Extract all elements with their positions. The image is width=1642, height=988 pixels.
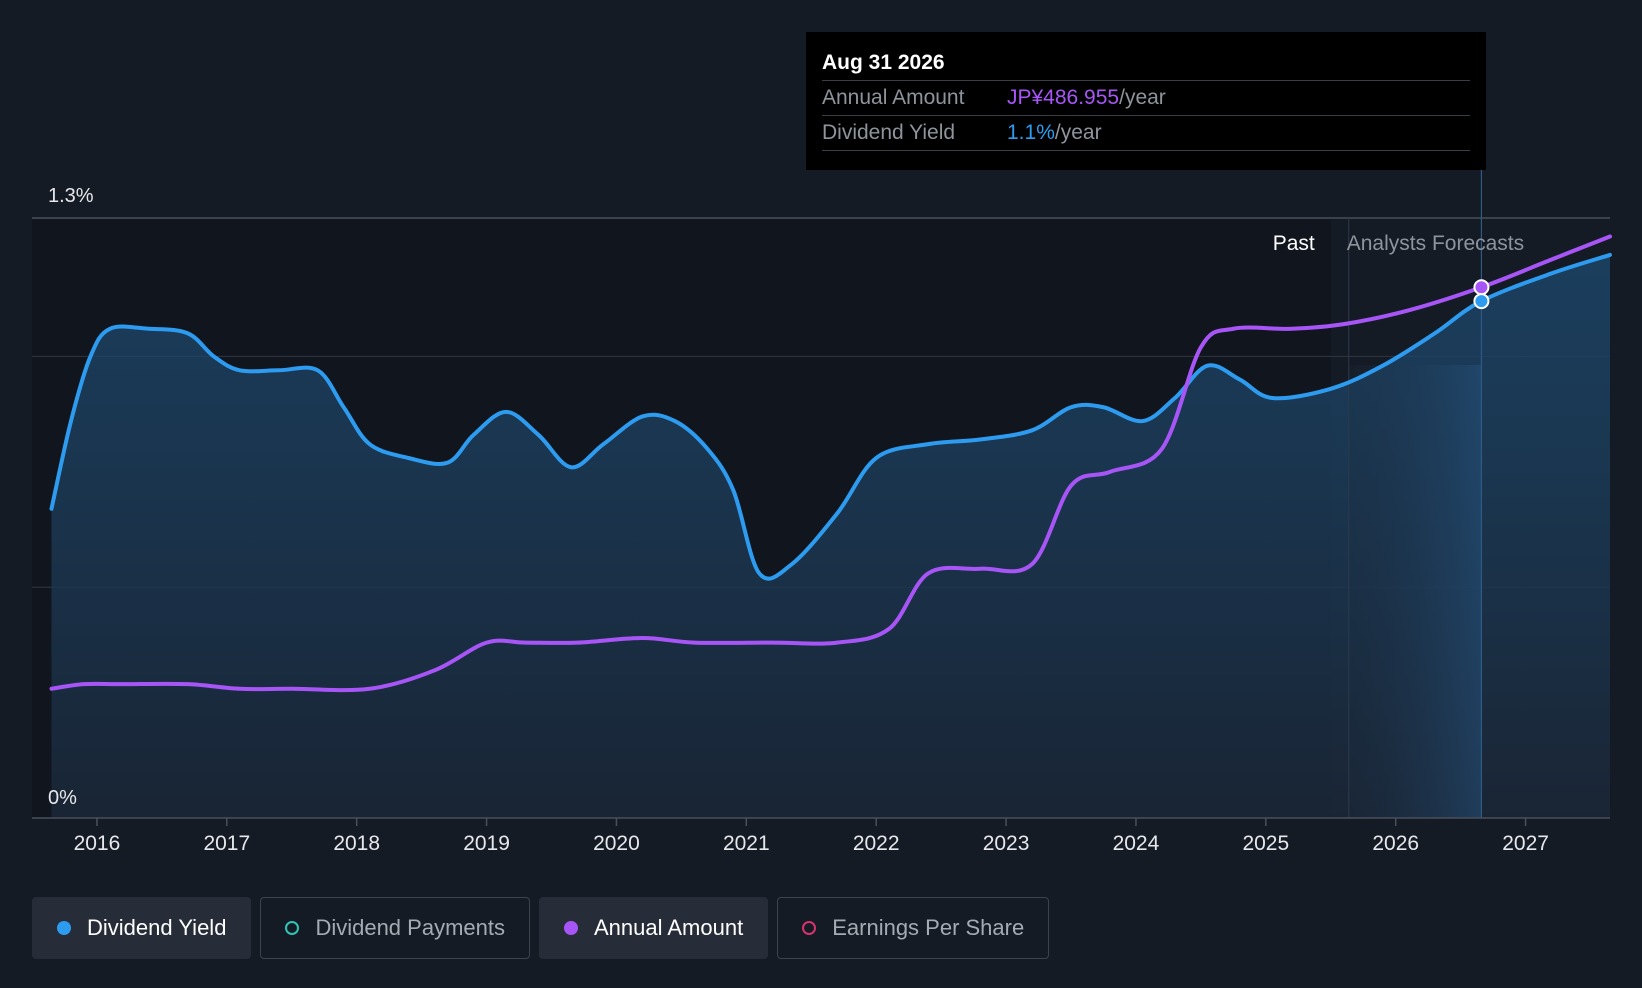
x-tick-label: 2016 xyxy=(74,832,121,855)
forecast-highlight-band xyxy=(1348,365,1482,818)
x-tick-label: 2024 xyxy=(1113,832,1160,855)
y-tick-label: 1.3% xyxy=(48,185,94,207)
legend-label: Dividend Yield xyxy=(87,915,227,940)
legend-dot-icon xyxy=(802,921,817,935)
tooltip-row-dividend-yield: Dividend Yield 1.1% /year xyxy=(822,115,1470,151)
tooltip-label: Dividend Yield xyxy=(822,121,956,144)
x-tick-label: 2021 xyxy=(723,832,770,855)
legend-label: Dividend Payments xyxy=(315,915,505,940)
past-region-label: Past xyxy=(1273,232,1315,255)
tooltip-unit: /year xyxy=(1054,121,1102,144)
legend-label: Annual Amount xyxy=(593,915,744,940)
chart-tooltip: Aug 31 2026 Annual Amount JP¥486.955 /ye… xyxy=(806,32,1486,170)
y-tick-label: 0% xyxy=(48,787,77,809)
x-tick-label: 2027 xyxy=(1502,832,1549,855)
series-line xyxy=(49,252,1612,581)
x-tick-label: 2017 xyxy=(203,832,250,855)
legend-earnings-per-share[interactable]: Earnings Per Share xyxy=(777,897,1050,959)
x-tick-label: 2018 xyxy=(333,832,380,855)
x-tick-label: 2026 xyxy=(1372,832,1419,855)
tooltip-value: JP¥486.955 xyxy=(1007,86,1120,109)
legend-annual-amount[interactable]: Annual Amount xyxy=(538,897,769,959)
tooltip-unit: /year xyxy=(1119,86,1166,109)
tooltip-value: 1.1% xyxy=(1007,121,1055,144)
legend-dot-icon xyxy=(563,921,578,935)
x-tick-label: 2025 xyxy=(1242,832,1289,855)
tooltip-row-annual-amount: Annual Amount JP¥486.955 /year xyxy=(822,80,1470,115)
hover-marker-dividend-yield xyxy=(1473,293,1490,310)
chart-legend: Dividend Yield Dividend Payments Annual … xyxy=(32,897,1050,959)
x-tick-label: 2022 xyxy=(853,832,900,855)
series-area-fill xyxy=(51,254,1611,818)
legend-dividend-yield[interactable]: Dividend Yield xyxy=(32,897,252,959)
legend-dividend-payments[interactable]: Dividend Payments xyxy=(260,897,530,959)
x-tick-label: 2019 xyxy=(463,832,510,855)
legend-label: Earnings Per Share xyxy=(832,915,1025,940)
series-line xyxy=(49,234,1612,693)
forecast-region-label: Analysts Forecasts xyxy=(1347,232,1524,255)
legend-dot-icon xyxy=(57,921,71,935)
legend-dot-icon xyxy=(285,921,300,935)
tooltip-label: Annual Amount xyxy=(822,86,965,109)
hover-marker-annual-amount xyxy=(1473,279,1490,296)
x-tick-label: 2023 xyxy=(983,832,1030,855)
tooltip-date: Aug 31 2026 xyxy=(822,51,945,74)
x-tick-label: 2020 xyxy=(593,832,640,855)
